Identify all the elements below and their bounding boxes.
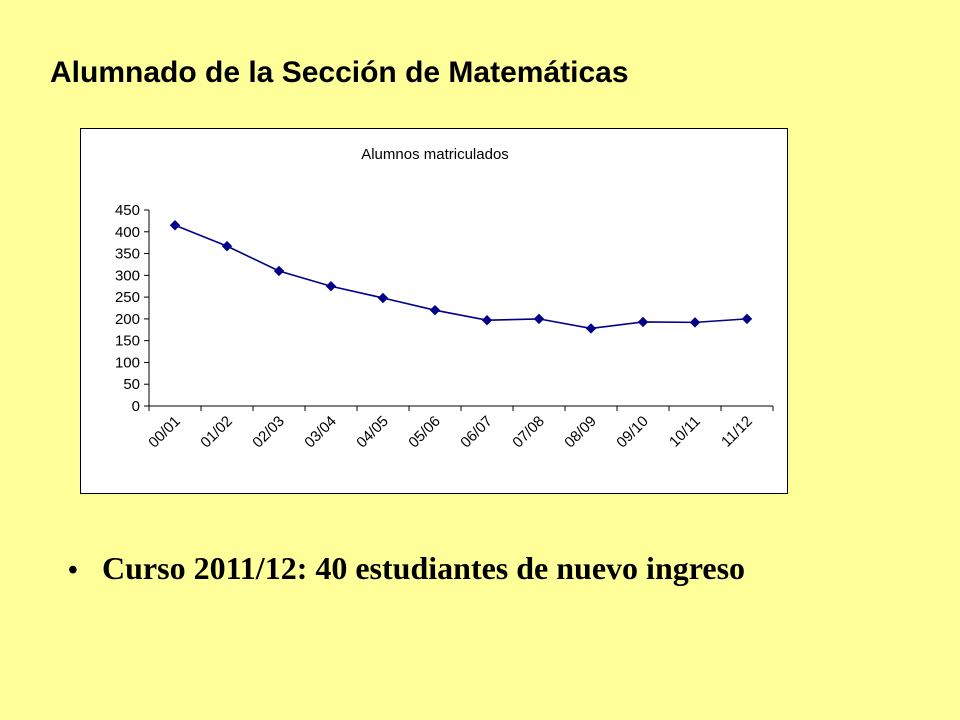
data-point	[637, 316, 649, 328]
bullet-item: • Curso 2011/12: 40 estudiantes de nuevo …	[68, 550, 745, 587]
y-tick-label: 400	[115, 224, 140, 241]
line-chart: Alumnos matriculados 0 50 100 150 200 250 300 3…	[115, 146, 774, 452]
bullet-dot-icon: •	[68, 555, 78, 586]
data-point	[689, 317, 701, 328]
series-line	[174, 224, 748, 330]
data-point	[169, 220, 181, 231]
x-tick-label: 07/08	[509, 413, 548, 452]
data-point	[741, 313, 753, 325]
data-point	[429, 304, 441, 316]
x-tick-label: 04/05	[353, 413, 392, 452]
data-point	[325, 281, 337, 292]
x-tick-label: 03/04	[301, 413, 340, 452]
x-tick-label: 09/10	[613, 413, 652, 452]
x-tick-label: 00/01	[145, 413, 184, 452]
chart-title: Alumnos matriculados	[361, 146, 509, 163]
y-tick-label: 250	[115, 289, 140, 306]
data-point	[481, 314, 493, 326]
y-tick-label: 350	[115, 246, 140, 263]
x-tick-label: 08/09	[561, 413, 600, 452]
x-tick-label: 06/07	[457, 413, 496, 452]
data-point	[585, 323, 597, 334]
x-tick-label: 05/06	[405, 413, 444, 452]
y-tick-label: 0	[132, 398, 140, 415]
chart-area: Alumnos matriculados 0 50 100 150 200 250 300 3…	[80, 128, 788, 494]
slide-title: Alumnado de la Sección de Matemáticas	[50, 56, 629, 89]
y-tick-label: 300	[115, 267, 140, 284]
y-tick-label: 50	[123, 376, 140, 393]
data-point	[273, 265, 285, 277]
x-tick-label: 01/02	[197, 413, 236, 452]
data-point	[533, 313, 545, 325]
y-tick-label: 100	[115, 354, 140, 371]
x-tick-label: 10/11	[666, 413, 704, 451]
y-tick-label: 200	[115, 311, 140, 328]
bullet-text: Curso 2011/12: 40 estudiantes de nuevo i…	[102, 550, 746, 586]
x-tick-label: 11/12	[718, 413, 756, 451]
x-tick-label: 02/03	[249, 413, 288, 452]
y-tick-label: 450	[115, 202, 140, 219]
y-tick-label: 150	[115, 333, 140, 350]
data-point	[221, 240, 233, 252]
data-point	[377, 292, 389, 304]
